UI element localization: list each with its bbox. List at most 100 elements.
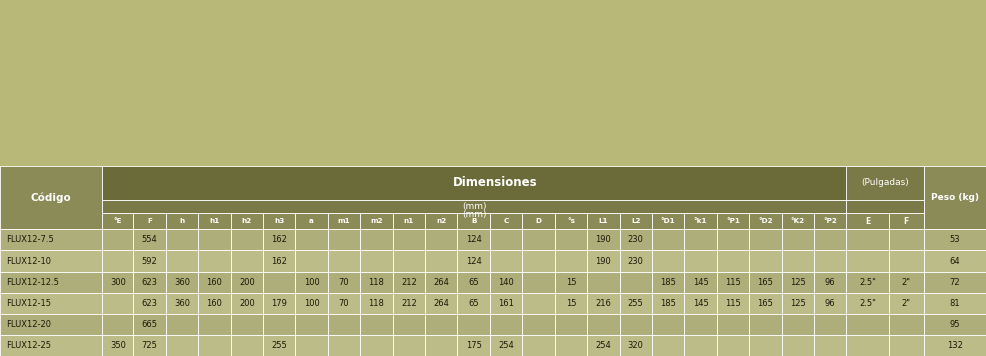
Bar [749,229,782,251]
Text: (mm): (mm) [462,210,486,219]
Bar [198,314,231,335]
Text: (mm): (mm) [462,202,486,211]
Bar [0,335,103,356]
Text: °P1: °P1 [726,218,740,224]
Bar [846,166,924,200]
Bar [103,229,133,251]
Bar [888,335,924,356]
Bar [327,335,360,356]
Bar [717,213,749,229]
Bar [296,314,327,335]
Text: 96: 96 [825,299,835,308]
Bar [360,272,392,293]
Bar [749,293,782,314]
Bar [555,335,587,356]
Text: 185: 185 [661,299,676,308]
Bar [0,251,103,272]
Bar [684,213,717,229]
Bar [0,166,103,229]
Text: 65: 65 [468,299,479,308]
Bar [924,272,986,293]
Text: 15: 15 [566,278,576,287]
Text: 2": 2" [902,299,911,308]
Text: 95: 95 [950,320,960,329]
Bar [782,213,814,229]
Bar [458,213,490,229]
Text: 592: 592 [142,257,158,266]
Text: n2: n2 [436,218,447,224]
Bar [555,229,587,251]
Text: h1: h1 [209,218,220,224]
Bar [103,314,133,335]
Bar [103,200,846,213]
Bar [555,251,587,272]
Bar [782,335,814,356]
Bar [263,314,296,335]
Bar [523,213,555,229]
Bar [782,293,814,314]
Bar [587,251,619,272]
Bar [360,251,392,272]
Bar [263,229,296,251]
Bar [133,314,166,335]
Text: °D1: °D1 [661,218,675,224]
Bar [888,229,924,251]
Bar [888,251,924,272]
Text: 350: 350 [109,341,126,350]
Text: h3: h3 [274,218,284,224]
Text: 100: 100 [304,278,319,287]
Text: 623: 623 [142,278,158,287]
Bar [392,272,425,293]
Bar [392,293,425,314]
Bar [425,213,458,229]
Text: m2: m2 [370,218,383,224]
Bar [619,293,652,314]
Text: E: E [865,217,871,226]
Text: FLUX12-25: FLUX12-25 [6,341,51,350]
Text: 2.5": 2.5" [859,278,876,287]
Bar [231,272,263,293]
Bar [684,335,717,356]
Bar [425,335,458,356]
Bar [652,251,684,272]
Text: Dimensiones: Dimensiones [454,176,537,189]
Bar [587,293,619,314]
Text: 665: 665 [142,320,158,329]
Bar [103,166,888,200]
Text: 118: 118 [369,299,385,308]
Text: 65: 65 [468,278,479,287]
Bar [103,293,133,314]
Bar [652,213,684,229]
Bar [458,314,490,335]
Text: 53: 53 [950,235,960,245]
Bar [296,272,327,293]
Text: (Pulgadas): (Pulgadas) [861,178,909,187]
Text: h2: h2 [242,218,252,224]
Bar [814,229,846,251]
Text: 72: 72 [950,278,960,287]
Text: 100: 100 [304,299,319,308]
Bar [263,335,296,356]
Bar [619,229,652,251]
Bar [133,213,166,229]
Bar [231,229,263,251]
Bar [846,200,924,213]
Bar [717,251,749,272]
Bar [555,272,587,293]
Text: Código: Código [31,192,71,203]
Bar [166,272,198,293]
Text: 132: 132 [947,341,962,350]
Text: 145: 145 [693,278,708,287]
Text: 212: 212 [401,299,417,308]
Bar [133,272,166,293]
Bar [587,314,619,335]
Bar [360,335,392,356]
Bar [198,251,231,272]
Bar [263,251,296,272]
Bar [814,314,846,335]
Bar [166,293,198,314]
Bar [717,229,749,251]
Bar [327,213,360,229]
Bar [166,335,198,356]
Bar [782,229,814,251]
